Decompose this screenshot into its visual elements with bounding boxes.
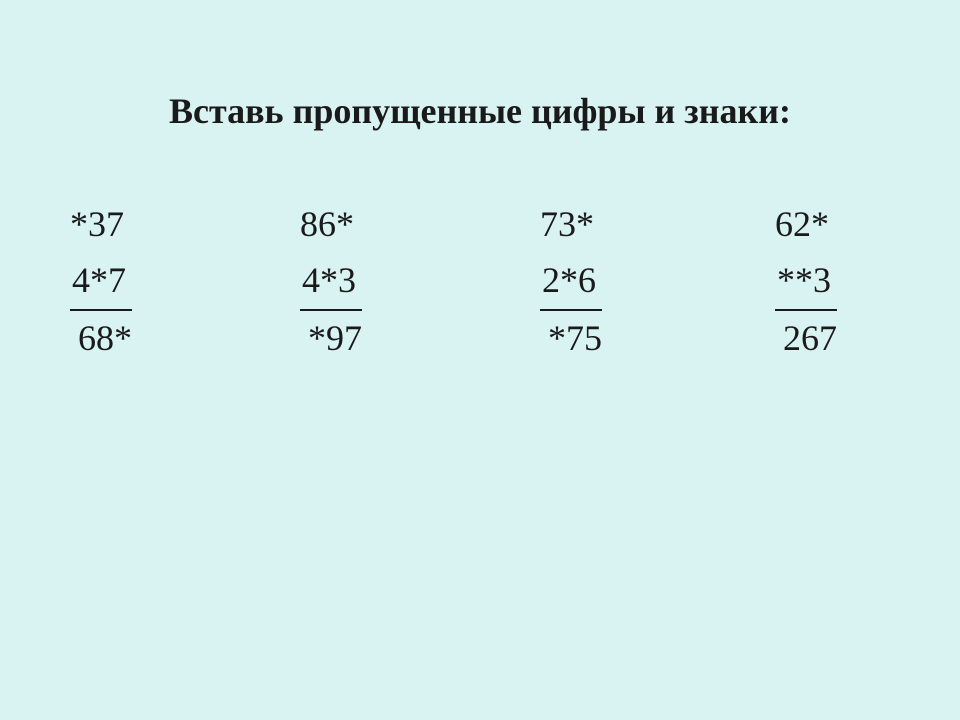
- problems-row: *37 4*7 68* 86* 4*3 *97 73* 2*6 *75 62* …: [60, 197, 900, 366]
- problem-3-line3: *75: [540, 311, 602, 367]
- problem-3-line1: 73*: [540, 197, 594, 253]
- problem-3-line2: 2*6: [540, 253, 602, 311]
- slide-title: Вставь пропущенные цифры и знаки:: [60, 90, 900, 132]
- problem-4-line2: **3: [775, 253, 837, 311]
- problem-1-line3: 68*: [70, 311, 132, 367]
- problem-1: *37 4*7 68*: [70, 197, 300, 366]
- problem-2-line2: 4*3: [300, 253, 362, 311]
- problem-2: 86* 4*3 *97: [300, 197, 540, 366]
- problem-3: 73* 2*6 *75: [540, 197, 775, 366]
- problem-2-line3: *97: [300, 311, 362, 367]
- problem-4: 62* **3 267: [775, 197, 837, 366]
- problem-4-line1: 62*: [775, 197, 829, 253]
- problem-4-line3: 267: [775, 311, 837, 367]
- problem-1-line2: 4*7: [70, 253, 132, 311]
- problem-1-line1: *37: [70, 197, 124, 253]
- problem-2-line1: 86*: [300, 197, 354, 253]
- slide-container: Вставь пропущенные цифры и знаки: *37 4*…: [0, 0, 960, 720]
